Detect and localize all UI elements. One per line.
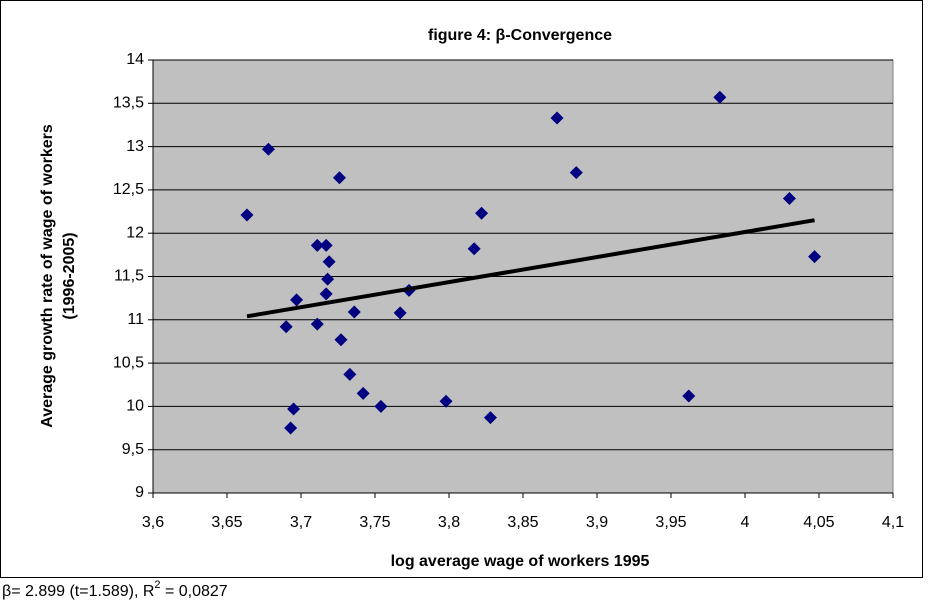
data-point xyxy=(356,386,370,400)
data-point xyxy=(713,90,727,104)
x-tick-label: 3,85 xyxy=(507,514,538,531)
y-axis-label: (1996-2005) xyxy=(61,232,78,319)
data-point xyxy=(439,394,453,408)
x-tick-label: 4,05 xyxy=(803,514,834,531)
data-point xyxy=(261,142,275,156)
x-tick-label: 3,8 xyxy=(438,514,460,531)
y-tick-label: 14 xyxy=(126,51,144,68)
chart-title: figure 4: β-Convergence xyxy=(428,27,612,44)
y-tick-label: 12 xyxy=(126,224,144,241)
footnote-superscript: 2 xyxy=(154,579,160,591)
data-point xyxy=(374,399,388,413)
data-point xyxy=(347,305,361,319)
x-tick-label: 3,6 xyxy=(142,514,164,531)
x-tick-label: 3,75 xyxy=(359,514,390,531)
data-point xyxy=(290,293,304,307)
data-point xyxy=(319,238,333,252)
data-point xyxy=(319,287,333,301)
data-point xyxy=(334,333,348,347)
x-tick-label: 3,65 xyxy=(211,514,242,531)
trend-line xyxy=(246,218,815,319)
data-point xyxy=(310,238,324,252)
data-point xyxy=(279,320,293,334)
data-point xyxy=(321,272,335,286)
data-point xyxy=(332,171,346,185)
y-tick-label: 11,5 xyxy=(114,268,144,285)
x-tick-label: 3,9 xyxy=(586,514,608,531)
data-point xyxy=(550,111,564,125)
y-tick-label: 9,5 xyxy=(122,441,144,458)
data-point xyxy=(782,192,796,206)
y-tick-label: 10 xyxy=(126,398,144,415)
footnote-text: β= 2.899 (t=1.589), R xyxy=(2,583,154,600)
data-point xyxy=(483,411,497,425)
data-point xyxy=(240,208,254,222)
data-point xyxy=(475,206,489,220)
y-tick-label: 12,5 xyxy=(113,181,144,198)
y-tick-label: 10,5 xyxy=(113,354,144,371)
x-tick-label: 4,1 xyxy=(882,514,904,531)
x-tick-label: 4 xyxy=(741,514,750,531)
data-point xyxy=(808,250,822,264)
y-tick-label: 11 xyxy=(127,311,144,328)
footnote-text: = 0,0827 xyxy=(161,583,228,600)
y-tick-label: 9 xyxy=(135,484,144,501)
y-tick-label: 13 xyxy=(126,138,144,155)
y-axis-label: Average growth rate of wage of workers xyxy=(39,124,56,428)
data-point xyxy=(569,166,583,180)
x-tick-label: 3,95 xyxy=(655,514,686,531)
data-point xyxy=(467,242,481,256)
data-point xyxy=(322,255,336,269)
data-point xyxy=(343,367,357,381)
x-axis-label: log average wage of workers 1995 xyxy=(391,553,650,570)
y-tick-label: 13,5 xyxy=(113,95,144,112)
data-point xyxy=(310,317,324,331)
data-point xyxy=(284,421,298,435)
data-point xyxy=(682,389,696,403)
footnote: β= 2.899 (t=1.589), R2 = 0,0827 xyxy=(2,579,228,600)
x-tick-label: 3,7 xyxy=(290,514,312,531)
data-point xyxy=(393,306,407,320)
data-point xyxy=(287,402,301,416)
